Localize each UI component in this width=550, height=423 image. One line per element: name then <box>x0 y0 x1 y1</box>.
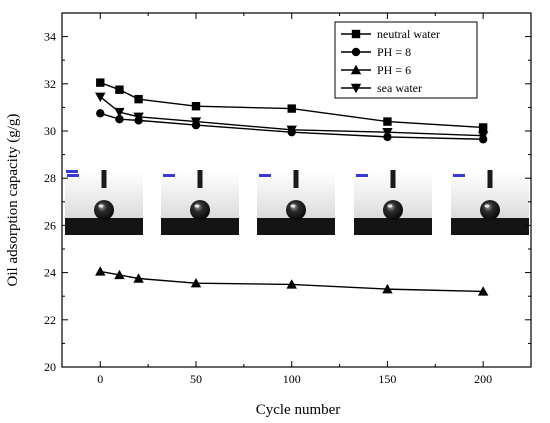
scale-bar <box>356 174 368 177</box>
data-point-circle <box>351 47 361 57</box>
droplet-photo <box>354 170 432 235</box>
y-tick-label: 34 <box>44 30 56 44</box>
data-point-triangle-down <box>286 125 297 136</box>
photo-needle <box>390 170 396 188</box>
water-droplet <box>480 200 500 220</box>
photo-substrate <box>65 218 143 235</box>
y-tick-label: 26 <box>44 218 56 232</box>
scale-bar <box>67 174 79 177</box>
y-tick-label: 28 <box>44 171 56 185</box>
legend-label: PH = 6 <box>377 63 411 77</box>
data-point-square <box>134 94 143 104</box>
x-tick-label: 50 <box>190 372 202 386</box>
data-point-square <box>351 29 361 39</box>
y-tick-label: 20 <box>44 360 56 374</box>
series-group <box>95 78 489 296</box>
series-neutral-water <box>96 78 488 132</box>
data-point-circle <box>115 115 124 124</box>
inset-images <box>65 170 529 235</box>
data-point-triangle-down <box>190 117 202 127</box>
data-point-square <box>96 78 105 87</box>
droplet-highlight <box>484 204 490 208</box>
scale-bar <box>453 174 465 177</box>
scale-bar <box>259 174 271 177</box>
data-point-triangle-up <box>382 283 393 294</box>
x-tick-label: 150 <box>378 372 396 386</box>
legend-item: neutral water <box>341 27 440 41</box>
plot-border <box>61 12 532 368</box>
x-tick-label: 100 <box>283 372 301 386</box>
data-point-circle <box>96 109 105 118</box>
y-tick-label: 24 <box>44 266 56 280</box>
legend-item: sea water <box>341 81 422 95</box>
scale-bar-left <box>66 170 78 173</box>
data-point-triangle-up <box>95 266 106 276</box>
x-tick-label: 0 <box>97 372 103 386</box>
droplet-photo <box>451 170 529 235</box>
legend: neutral water PH = 8 PH = 6 sea water <box>334 21 478 99</box>
data-point-triangle-up <box>286 279 297 289</box>
water-droplet <box>190 200 210 220</box>
data-point-square <box>383 117 392 126</box>
droplet-highlight <box>98 204 104 208</box>
y-tick-label: 22 <box>44 313 56 327</box>
data-point-triangle-down <box>95 92 106 102</box>
data-point-square <box>115 85 124 94</box>
data-point-triangle-up <box>190 278 202 288</box>
water-droplet <box>94 200 114 220</box>
data-point-triangle-up <box>477 286 489 296</box>
photo-substrate <box>257 218 335 235</box>
data-point-triangle-down <box>350 83 362 94</box>
data-point-triangle-down <box>133 112 144 123</box>
droplet-photo <box>161 170 239 235</box>
x-axis-label: Cycle number <box>256 402 341 418</box>
water-droplet <box>383 200 403 220</box>
axes: 20 22 24 26 28 30 32 34 0 50 100 150 200 <box>44 13 532 386</box>
series-ph-6 <box>95 266 489 296</box>
y-axis-label: Oil adsorption capacity (g/g) <box>5 114 21 287</box>
data-point-square <box>478 123 488 132</box>
series-sea-water <box>95 92 489 141</box>
water-droplet <box>286 200 306 220</box>
photo-needle <box>487 170 493 188</box>
data-point-triangle-down <box>382 127 393 138</box>
legend-label: PH = 8 <box>377 45 411 59</box>
scale-bar <box>163 174 175 177</box>
droplet-highlight <box>194 204 200 208</box>
x-tick-label: 200 <box>474 372 492 386</box>
photo-needle <box>197 170 203 188</box>
photo-needle <box>101 170 107 188</box>
droplet-photo <box>257 170 335 235</box>
photo-substrate <box>451 218 529 235</box>
photo-needle <box>293 170 299 188</box>
data-point-triangle-down <box>114 107 125 118</box>
data-point-square <box>287 104 296 113</box>
data-point-triangle-up <box>133 273 144 283</box>
photo-substrate <box>354 218 432 235</box>
y-tick-label: 30 <box>44 124 56 138</box>
data-point-triangle-up <box>350 64 362 75</box>
data-point-triangle-up <box>114 269 125 280</box>
legend-label: sea water <box>377 81 422 95</box>
droplet-highlight <box>290 204 296 208</box>
legend-label: neutral water <box>377 27 440 41</box>
data-point-triangle-down <box>477 131 489 141</box>
droplet-highlight <box>387 204 393 208</box>
photo-substrate <box>161 218 239 235</box>
legend-item: PH = 6 <box>341 63 411 77</box>
droplet-photo <box>65 170 143 235</box>
legend-item: PH = 8 <box>341 45 411 59</box>
data-point-square <box>191 102 201 111</box>
plot-frame <box>61 12 532 368</box>
y-tick-label: 32 <box>44 77 56 91</box>
